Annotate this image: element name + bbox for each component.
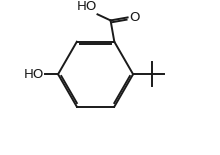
Text: HO: HO (24, 68, 44, 81)
Text: HO: HO (76, 0, 97, 13)
Text: O: O (129, 11, 140, 24)
